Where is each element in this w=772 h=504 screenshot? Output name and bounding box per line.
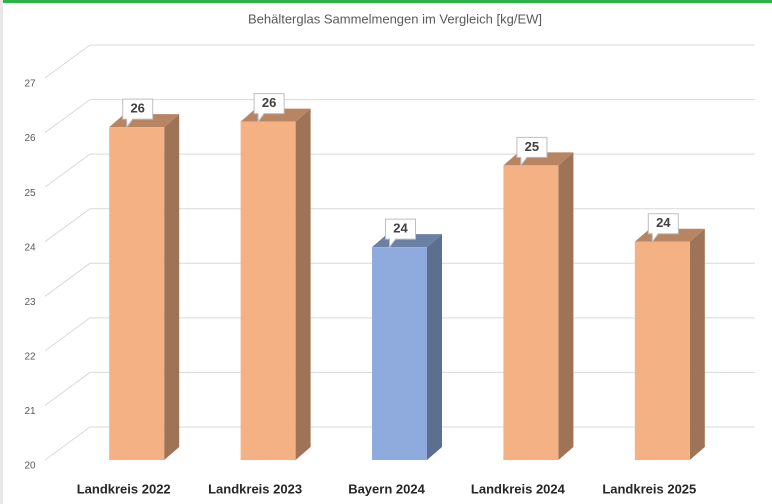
bar-side bbox=[558, 152, 574, 461]
value-label-callout bbox=[385, 218, 416, 249]
bar bbox=[372, 247, 427, 460]
x-tick-label: Bayern 2024 bbox=[348, 481, 425, 496]
value-label-callout bbox=[647, 213, 679, 244]
value-label-callout bbox=[122, 98, 154, 129]
bar bbox=[240, 121, 296, 461]
bar bbox=[503, 165, 559, 461]
value-label: 26 bbox=[130, 101, 144, 116]
y-tick-label: 20 bbox=[24, 461, 36, 472]
x-tick-label: Landkreis 2023 bbox=[208, 481, 302, 496]
grid-line bbox=[44, 99, 755, 133]
y-tick-label: 23 bbox=[24, 297, 36, 308]
bar-side bbox=[164, 114, 180, 460]
bar-side bbox=[689, 228, 705, 460]
value-label-callout bbox=[516, 136, 548, 167]
value-label: 26 bbox=[262, 95, 276, 110]
y-tick-label: 24 bbox=[24, 242, 36, 253]
top-border bbox=[0, 0, 772, 3]
y-tick-label: 21 bbox=[24, 406, 36, 417]
grid-line bbox=[44, 44, 755, 79]
value-label-callout bbox=[253, 93, 285, 124]
bar-side bbox=[427, 234, 442, 460]
value-label: 24 bbox=[393, 221, 408, 236]
y-tick-label: 25 bbox=[24, 188, 36, 199]
chart-title: Behälterglas Sammelmengen im Vergleich [… bbox=[248, 11, 542, 26]
x-tick-label: Landkreis 2025 bbox=[602, 481, 696, 496]
bar bbox=[109, 127, 165, 460]
value-label: 25 bbox=[525, 139, 539, 154]
y-tick-label: 22 bbox=[24, 351, 36, 362]
x-tick-label: Landkreis 2024 bbox=[471, 481, 566, 496]
bar-side bbox=[295, 108, 311, 461]
left-border bbox=[0, 0, 3, 504]
y-tick-label: 26 bbox=[24, 133, 36, 144]
value-label: 24 bbox=[656, 215, 671, 230]
bar bbox=[634, 241, 690, 460]
x-tick-label: Landkreis 2022 bbox=[77, 481, 171, 496]
y-tick-label: 27 bbox=[24, 79, 36, 90]
